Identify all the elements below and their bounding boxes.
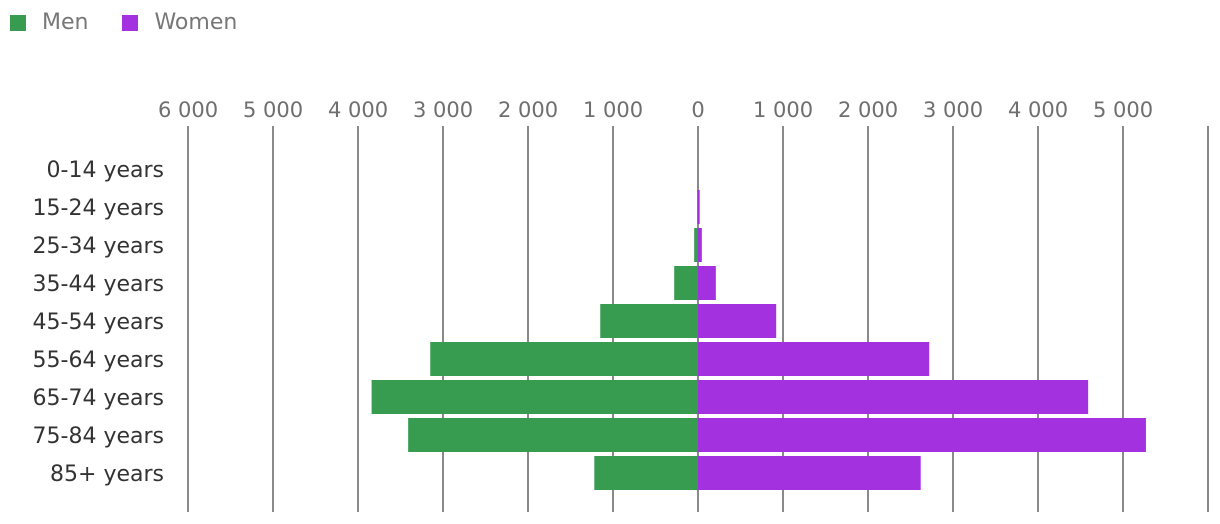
bar-men <box>694 228 698 262</box>
bar-men <box>430 342 698 376</box>
bar-women <box>698 190 700 224</box>
category-label: 65-74 years <box>33 386 164 411</box>
category-label: 15-24 years <box>33 196 164 221</box>
x-tick-label: 2 000 <box>838 98 898 122</box>
bar-women <box>698 380 1089 414</box>
bar-men <box>600 304 698 338</box>
category-label: 85+ years <box>50 462 164 487</box>
bar-men <box>371 380 698 414</box>
category-label: 35-44 years <box>33 272 164 297</box>
x-tick-label: 6 000 <box>158 98 218 122</box>
category-label: 75-84 years <box>33 424 164 449</box>
legend-swatch-women <box>122 14 139 31</box>
x-tick-label: 5 000 <box>1093 98 1153 122</box>
legend-label-men: Men <box>42 10 89 35</box>
x-tick-label: 4 000 <box>1008 98 1068 122</box>
bar-men <box>408 418 698 452</box>
bar-women <box>698 304 777 338</box>
bar-women <box>698 266 716 300</box>
category-label: 45-54 years <box>33 310 164 335</box>
legend-item-women[interactable]: Women <box>122 10 237 35</box>
bar-men <box>697 190 698 224</box>
chart-legend: Men Women <box>10 10 237 35</box>
x-tick-label: 3 000 <box>923 98 983 122</box>
x-tick-label: 2 000 <box>498 98 558 122</box>
legend-item-men[interactable]: Men <box>10 10 88 35</box>
x-tick-label: 0 <box>691 98 704 122</box>
bar-women <box>698 228 702 262</box>
category-label: 0-14 years <box>47 158 164 183</box>
legend-label-women: Women <box>154 10 238 35</box>
bar-women <box>698 342 930 376</box>
x-tick-label: 4 000 <box>328 98 388 122</box>
bar-women <box>698 456 921 490</box>
x-tick-label: 1 000 <box>583 98 643 122</box>
category-label: 25-34 years <box>33 234 164 259</box>
legend-swatch-men <box>10 14 26 31</box>
bar-men <box>674 266 698 300</box>
bar-women <box>698 418 1146 452</box>
category-label: 55-64 years <box>33 348 164 373</box>
x-tick-label: 3 000 <box>413 98 473 122</box>
x-tick-label: 5 000 <box>243 98 303 122</box>
x-tick-label: 1 000 <box>753 98 813 122</box>
bar-men <box>594 456 698 490</box>
